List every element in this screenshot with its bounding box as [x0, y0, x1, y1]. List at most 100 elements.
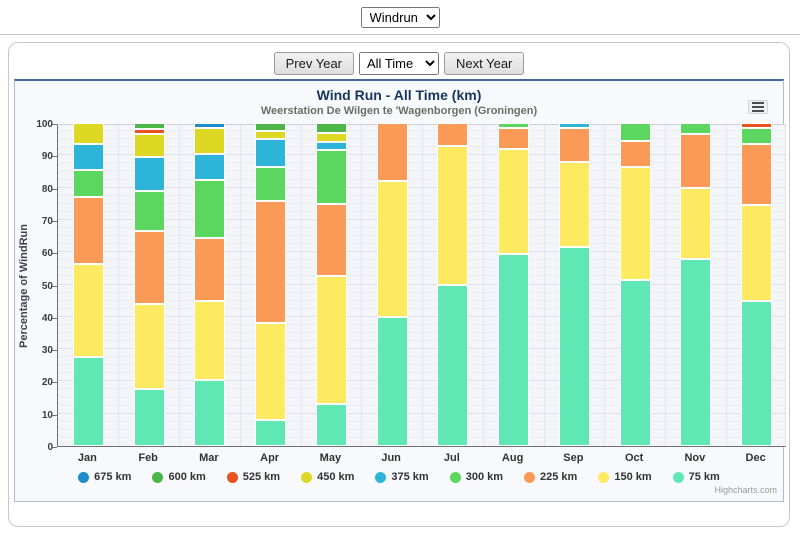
bar-segment-aug-150km[interactable] — [498, 148, 530, 254]
bar-segment-may-225km[interactable] — [315, 203, 347, 277]
bar-segment-may-75km[interactable] — [315, 404, 347, 446]
bar-segment-apr-150km[interactable] — [255, 323, 287, 421]
bar-segment-jul-225km[interactable] — [437, 123, 469, 146]
bar-segment-jan-75km[interactable] — [72, 357, 104, 446]
legend-item-150km[interactable]: 150 km — [598, 471, 652, 483]
bar-segment-jan-300km[interactable] — [72, 169, 104, 198]
legend-item-525km[interactable]: 525 km — [226, 471, 280, 483]
bar-segment-feb-375km[interactable] — [133, 156, 165, 191]
bar-segment-jan-225km[interactable] — [72, 197, 104, 264]
bar-segment-mar-225km[interactable] — [194, 237, 226, 301]
bar-segment-jan-450km[interactable] — [72, 123, 104, 144]
bar-segment-jun-225km[interactable] — [376, 123, 408, 182]
legend-marker-icon — [672, 471, 684, 483]
gridline — [58, 235, 785, 237]
bar-segment-may-450km[interactable] — [315, 132, 347, 143]
bar-segment-oct-75km[interactable] — [619, 279, 651, 446]
gridline — [58, 307, 785, 309]
bar-segment-jul-75km[interactable] — [437, 284, 469, 446]
gridline — [58, 380, 785, 382]
bar-segment-apr-225km[interactable] — [255, 200, 287, 324]
prev-year-button[interactable]: Prev Year — [273, 51, 354, 75]
gridline — [58, 340, 785, 342]
bar-segment-mar-375km[interactable] — [194, 153, 226, 180]
legend-item-675km[interactable]: 675 km — [78, 471, 131, 483]
bar-segment-aug-75km[interactable] — [498, 253, 530, 446]
bar-segment-jul-150km[interactable] — [437, 145, 469, 285]
gridline — [118, 125, 120, 446]
gridline — [58, 178, 785, 180]
gridline — [58, 251, 785, 253]
bar-segment-dec-75km[interactable] — [741, 300, 773, 446]
bar-segment-jun-150km[interactable] — [376, 181, 408, 317]
chart-context-menu-button[interactable] — [748, 100, 768, 114]
bar-segment-jan-375km[interactable] — [72, 144, 104, 170]
gridline — [58, 348, 785, 350]
bar-segment-mar-450km[interactable] — [194, 127, 226, 154]
bar-segment-oct-225km[interactable] — [619, 140, 651, 167]
gridline — [543, 125, 545, 446]
bar-segment-dec-525km[interactable] — [741, 123, 773, 128]
bar-segment-apr-375km[interactable] — [255, 139, 287, 167]
bar-segment-feb-450km[interactable] — [133, 134, 165, 157]
legend-item-225km[interactable]: 225 km — [524, 471, 577, 483]
legend-item-450km[interactable]: 450 km — [301, 471, 354, 483]
bar-segment-apr-300km[interactable] — [255, 166, 287, 201]
y-axis-label: 80 — [41, 183, 53, 195]
bar-segment-aug-225km[interactable] — [498, 127, 530, 149]
next-year-button[interactable]: Next Year — [444, 51, 525, 75]
bar-segment-aug-300km[interactable] — [498, 123, 530, 128]
legend-item-600km[interactable]: 600 km — [152, 471, 206, 483]
bar-segment-mar-300km[interactable] — [194, 179, 226, 238]
bar-segment-may-150km[interactable] — [315, 276, 347, 405]
bar-segment-mar-75km[interactable] — [194, 379, 226, 446]
bar-segment-nov-75km[interactable] — [680, 258, 712, 446]
gridline — [58, 154, 785, 156]
bar-segment-feb-600km[interactable] — [133, 123, 165, 130]
legend-marker-icon — [226, 471, 238, 483]
highcharts-credits-link[interactable]: Highcharts.com — [714, 485, 777, 495]
x-axis-label-nov: Nov — [684, 452, 706, 464]
gridline — [604, 125, 606, 446]
gridline — [58, 275, 785, 277]
bar-segment-feb-525km[interactable] — [133, 129, 165, 135]
bar-segment-may-300km[interactable] — [315, 150, 347, 204]
report-type-select[interactable]: Windrun — [360, 6, 440, 28]
bar-segment-sep-225km[interactable] — [558, 127, 590, 162]
bar-segment-dec-300km[interactable] — [741, 127, 773, 144]
bar-segment-apr-75km[interactable] — [255, 420, 287, 446]
legend-item-375km[interactable]: 375 km — [375, 471, 429, 483]
bar-segment-may-600km[interactable] — [315, 123, 347, 133]
bar-segment-apr-450km[interactable] — [255, 131, 287, 140]
y-axis-label: 0 — [47, 442, 53, 453]
bar-segment-jan-150km[interactable] — [72, 263, 104, 358]
legend-item-300km[interactable]: 300 km — [449, 471, 503, 483]
gridline — [58, 396, 785, 398]
gridline — [482, 125, 484, 446]
bar-segment-nov-225km[interactable] — [680, 134, 712, 188]
bar-segment-sep-375km[interactable] — [558, 123, 590, 128]
gridline — [361, 125, 363, 446]
bar-segment-feb-75km[interactable] — [133, 389, 165, 446]
bar-segment-feb-225km[interactable] — [133, 231, 165, 304]
time-range-select[interactable]: All Time — [359, 51, 439, 75]
bar-segment-oct-150km[interactable] — [619, 166, 651, 280]
bar-segment-apr-600km[interactable] — [255, 123, 287, 132]
bar-segment-nov-150km[interactable] — [680, 187, 712, 259]
gridline — [58, 291, 785, 293]
bar-segment-oct-300km[interactable] — [619, 123, 651, 141]
bar-segment-feb-300km[interactable] — [133, 190, 165, 232]
gridline — [58, 146, 785, 148]
gridline — [58, 404, 785, 406]
bar-segment-dec-150km[interactable] — [741, 205, 773, 301]
bar-segment-mar-675km[interactable] — [194, 123, 226, 128]
bar-segment-may-375km[interactable] — [315, 142, 347, 151]
legend-item-75km[interactable]: 75 km — [672, 471, 720, 483]
bar-segment-jun-75km[interactable] — [376, 316, 408, 446]
bar-segment-mar-150km[interactable] — [194, 300, 226, 380]
bar-segment-sep-150km[interactable] — [558, 161, 590, 248]
bar-segment-feb-150km[interactable] — [133, 303, 165, 390]
bar-segment-sep-75km[interactable] — [558, 247, 590, 446]
bar-segment-dec-225km[interactable] — [741, 144, 773, 206]
bar-segment-nov-300km[interactable] — [680, 123, 712, 135]
